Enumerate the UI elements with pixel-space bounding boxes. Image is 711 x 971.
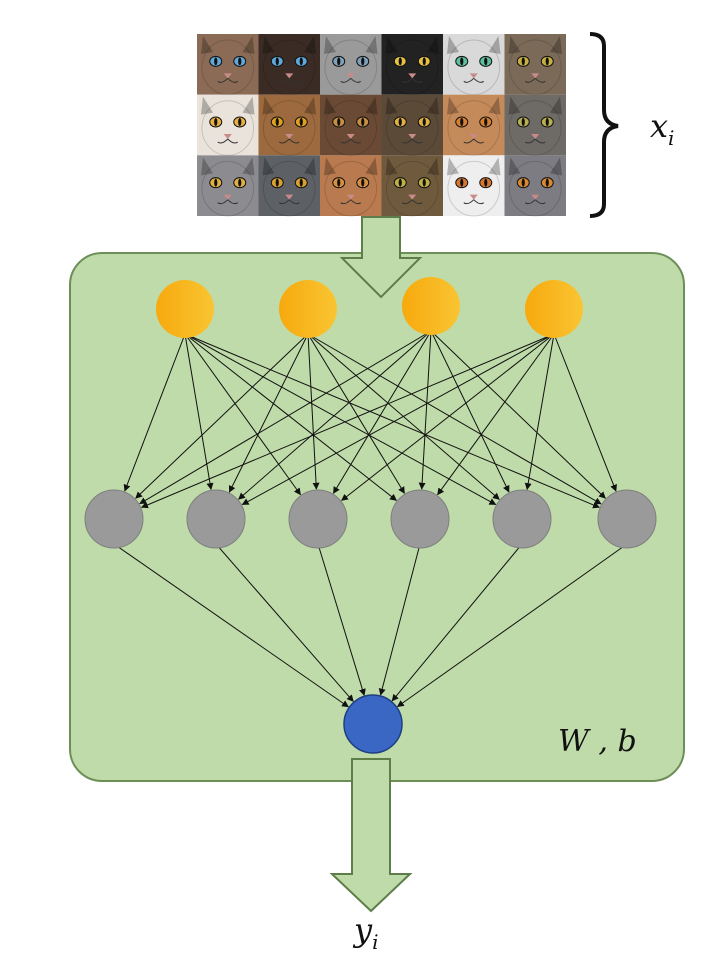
params-label: W , b (558, 724, 637, 759)
edge (391, 543, 523, 702)
edge (184, 333, 600, 509)
hidden-node (186, 489, 246, 549)
edge (341, 333, 555, 501)
edge (307, 333, 405, 494)
input-node (279, 280, 337, 338)
hidden-node (597, 489, 657, 549)
edge (430, 330, 606, 499)
cat-photo (504, 34, 566, 96)
input-label: xi (650, 107, 674, 150)
cat-photo (197, 94, 259, 156)
edge (141, 333, 555, 509)
edge (135, 333, 309, 499)
edge (553, 333, 617, 492)
edge (241, 333, 555, 506)
cat-photo (320, 94, 382, 156)
edge (524, 333, 555, 491)
hidden-node (288, 489, 348, 549)
cat-photo (320, 155, 382, 217)
cat-photo (504, 155, 566, 217)
cat-photo (258, 94, 320, 156)
cat-photo (258, 155, 320, 217)
nodes (84, 277, 657, 754)
edge (113, 543, 349, 708)
output-label: yi (352, 911, 378, 954)
edge (139, 330, 432, 505)
cat-photo (197, 155, 259, 217)
edge (317, 543, 366, 696)
input-node (525, 280, 583, 338)
edge (437, 333, 555, 496)
edge (184, 333, 497, 506)
input-node (402, 277, 460, 335)
connections (113, 330, 628, 708)
cat-photo (504, 94, 566, 156)
edge (333, 330, 432, 494)
cat-photo (197, 34, 259, 96)
output-node (343, 694, 403, 754)
cat-photo (381, 34, 443, 96)
edge (238, 330, 432, 500)
output-arrow (329, 758, 413, 913)
edge (307, 333, 602, 505)
hidden-node (390, 489, 450, 549)
right-curly-brace (589, 32, 619, 218)
edge (396, 543, 628, 708)
edge (418, 330, 432, 490)
input-node (156, 280, 214, 338)
hidden-node (492, 489, 552, 549)
edge (184, 333, 301, 496)
edge (378, 543, 421, 696)
edge (123, 333, 186, 492)
cat-photo (381, 94, 443, 156)
edge (228, 333, 309, 493)
cat-images-grid (197, 34, 566, 217)
cat-photo (443, 155, 505, 217)
cat-photo (381, 155, 443, 217)
edge (307, 333, 320, 490)
cat-photo (443, 34, 505, 96)
edge (430, 330, 510, 493)
edge (184, 333, 397, 501)
cat-photo (443, 94, 505, 156)
cat-photo (258, 34, 320, 96)
edge (215, 543, 354, 702)
hidden-node (84, 489, 144, 549)
cat-photo (320, 34, 382, 96)
input-arrow (339, 216, 423, 299)
